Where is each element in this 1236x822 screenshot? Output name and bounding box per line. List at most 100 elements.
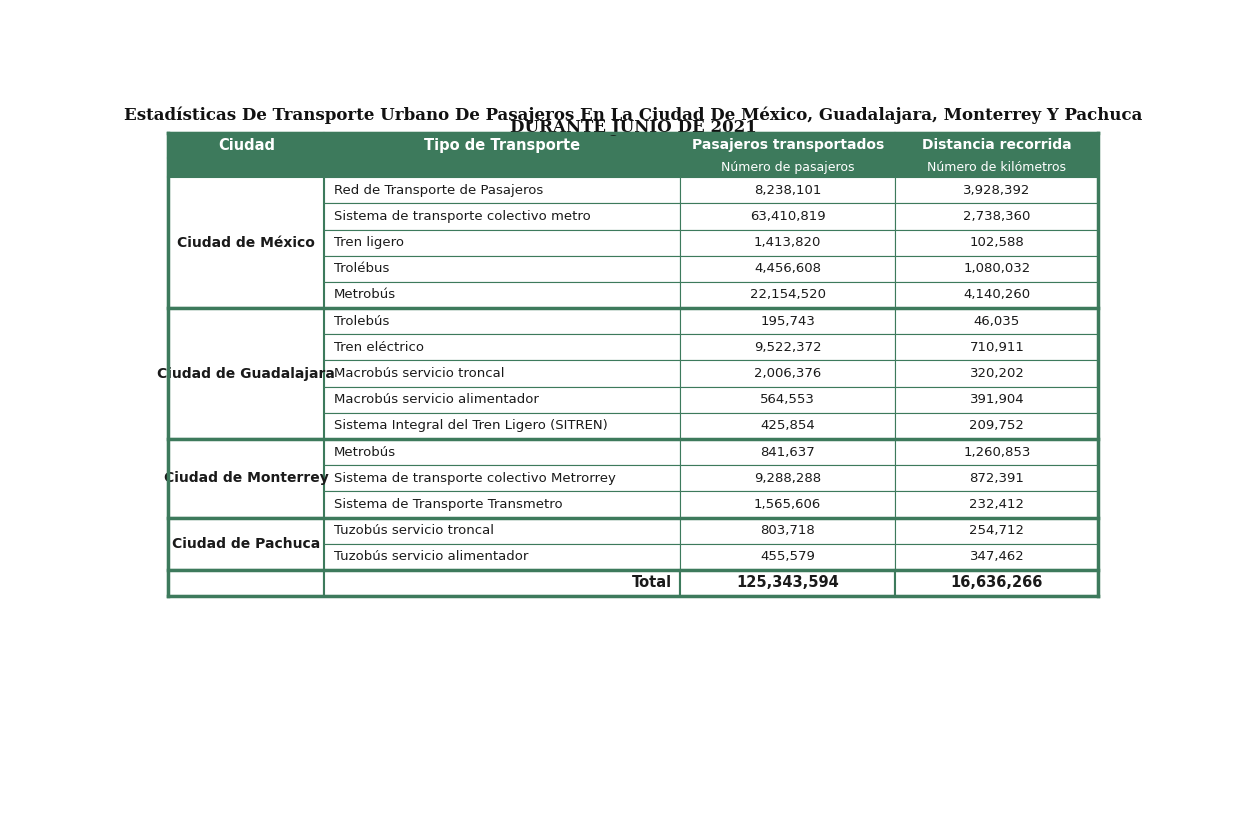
Text: Trolebús: Trolebús (334, 315, 389, 328)
Bar (895, 158, 1099, 178)
Bar (895, 132, 1099, 158)
Bar (168, 158, 324, 178)
Text: Número de pasajeros: Número de pasajeros (721, 161, 854, 174)
Bar (324, 308, 680, 335)
Bar (895, 203, 1099, 229)
Text: Ciudad de Pachuca: Ciudad de Pachuca (172, 537, 320, 551)
Text: 803,718: 803,718 (760, 524, 815, 537)
Bar (680, 492, 895, 518)
Text: 4,140,260: 4,140,260 (963, 289, 1031, 302)
Text: 347,462: 347,462 (969, 550, 1025, 563)
Bar (324, 335, 680, 360)
Text: 320,202: 320,202 (969, 367, 1025, 380)
Text: Tren ligero: Tren ligero (334, 236, 403, 249)
Bar (680, 158, 895, 178)
Bar (895, 570, 1099, 596)
Text: Tren eléctrico: Tren eléctrico (334, 341, 424, 353)
Text: Red de Transporte de Pasajeros: Red de Transporte de Pasajeros (334, 184, 543, 196)
Bar (324, 158, 680, 178)
Text: 102,588: 102,588 (969, 236, 1025, 249)
Bar (895, 308, 1099, 335)
Text: 22,154,520: 22,154,520 (750, 289, 826, 302)
Text: Sistema de transporte colectivo Metrorrey: Sistema de transporte colectivo Metrorre… (334, 472, 616, 485)
Bar (324, 465, 680, 492)
Bar (680, 203, 895, 229)
Bar (895, 335, 1099, 360)
Text: Ciudad de Monterrey: Ciudad de Monterrey (164, 471, 329, 485)
Text: Metrobús: Metrobús (334, 446, 396, 459)
Text: 9,522,372: 9,522,372 (754, 341, 822, 353)
Bar (324, 492, 680, 518)
Bar (324, 256, 680, 282)
Text: Pasajeros transportados: Pasajeros transportados (692, 138, 884, 152)
Bar (324, 360, 680, 386)
Text: 9,288,288: 9,288,288 (754, 472, 821, 485)
Bar (680, 543, 895, 570)
Bar (324, 229, 680, 256)
Text: 209,752: 209,752 (969, 419, 1025, 432)
Bar (680, 439, 895, 465)
Text: 841,637: 841,637 (760, 446, 815, 459)
Text: 16,636,266: 16,636,266 (950, 575, 1043, 590)
Text: Macrobús servicio alimentador: Macrobús servicio alimentador (334, 393, 539, 406)
Text: 425,854: 425,854 (760, 419, 815, 432)
Bar (680, 413, 895, 439)
Bar (324, 386, 680, 413)
Text: 2,006,376: 2,006,376 (754, 367, 821, 380)
Bar (680, 335, 895, 360)
Text: 564,553: 564,553 (760, 393, 815, 406)
Text: 2,738,360: 2,738,360 (963, 210, 1031, 223)
Text: 232,412: 232,412 (969, 498, 1025, 511)
Bar (680, 386, 895, 413)
Bar (895, 282, 1099, 308)
Text: 1,565,606: 1,565,606 (754, 498, 821, 511)
Text: 1,413,820: 1,413,820 (754, 236, 822, 249)
Bar (680, 282, 895, 308)
Text: 46,035: 46,035 (974, 315, 1020, 328)
Bar (168, 178, 324, 308)
Text: 1,260,853: 1,260,853 (963, 446, 1031, 459)
Bar (680, 518, 895, 543)
Bar (324, 132, 680, 158)
Bar (895, 386, 1099, 413)
Bar (324, 570, 680, 596)
Text: Total: Total (632, 575, 672, 590)
Bar (895, 492, 1099, 518)
Bar (680, 178, 895, 203)
Text: Ciudad de México: Ciudad de México (178, 236, 315, 250)
Text: Estadísticas De Transporte Urbano De Pasajeros En La Ciudad De México, Guadalaja: Estadísticas De Transporte Urbano De Pas… (125, 106, 1142, 124)
Text: 455,579: 455,579 (760, 550, 815, 563)
Text: Ciudad de Guadalajara: Ciudad de Guadalajara (157, 367, 335, 381)
Text: Macrobús servicio troncal: Macrobús servicio troncal (334, 367, 504, 380)
Bar (324, 282, 680, 308)
Bar (168, 132, 324, 158)
Text: Número de kilómetros: Número de kilómetros (927, 161, 1067, 174)
Bar (895, 518, 1099, 543)
Bar (168, 308, 324, 439)
Bar (168, 439, 324, 518)
Text: 63,410,819: 63,410,819 (750, 210, 826, 223)
Bar (324, 178, 680, 203)
Bar (895, 256, 1099, 282)
Text: Tipo de Transporte: Tipo de Transporte (424, 138, 580, 153)
Bar (895, 360, 1099, 386)
Text: 3,928,392: 3,928,392 (963, 184, 1031, 196)
Bar (895, 439, 1099, 465)
Bar (895, 229, 1099, 256)
Bar (895, 178, 1099, 203)
Bar (680, 308, 895, 335)
Text: 391,904: 391,904 (969, 393, 1025, 406)
Text: Sistema de transporte colectivo metro: Sistema de transporte colectivo metro (334, 210, 591, 223)
Text: Ciudad: Ciudad (218, 138, 274, 153)
Bar (324, 203, 680, 229)
Text: Tuzobús servicio troncal: Tuzobús servicio troncal (334, 524, 493, 537)
Bar (680, 360, 895, 386)
Bar (680, 465, 895, 492)
Text: DURANTE JUNIO DE 2021: DURANTE JUNIO DE 2021 (510, 118, 756, 136)
Text: 254,712: 254,712 (969, 524, 1025, 537)
Text: 1,080,032: 1,080,032 (963, 262, 1031, 275)
Bar (324, 439, 680, 465)
Text: 195,743: 195,743 (760, 315, 815, 328)
Bar (895, 465, 1099, 492)
Text: 125,343,594: 125,343,594 (737, 575, 839, 590)
